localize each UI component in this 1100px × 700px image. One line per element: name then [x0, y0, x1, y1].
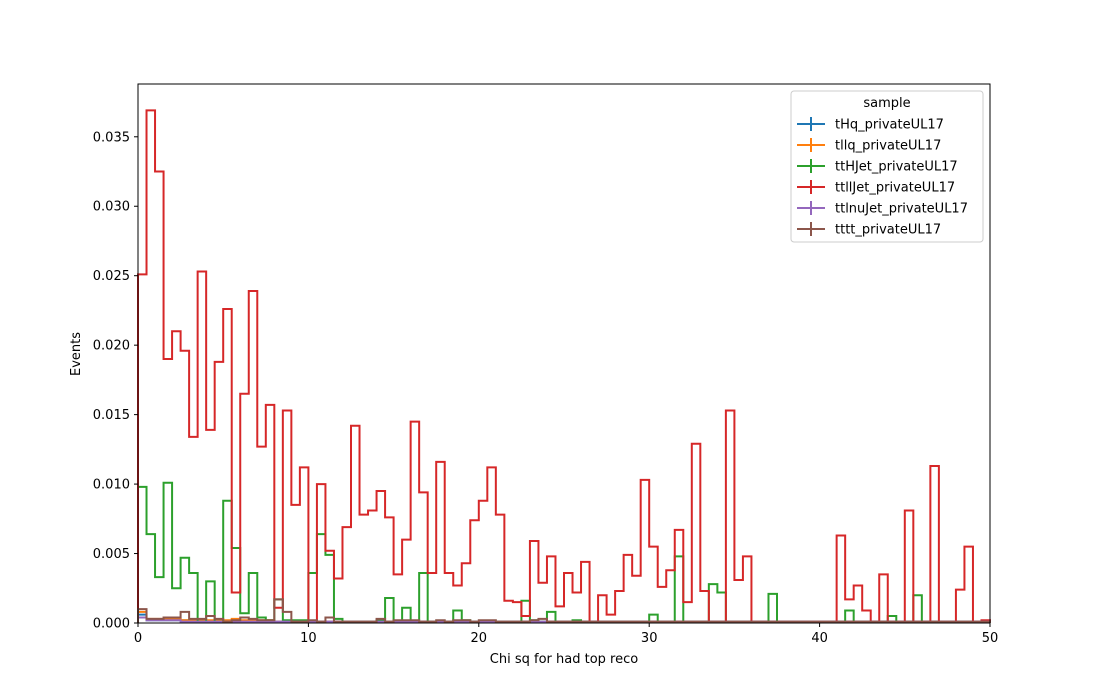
- series-ttllJet_privateUL17: [137, 109, 991, 623]
- x-tick-label: 50: [982, 631, 999, 646]
- legend-item: ttllJet_privateUL17: [797, 180, 955, 196]
- x-tick-label: 10: [300, 631, 317, 646]
- legend-label: tttt_privateUL17: [835, 223, 941, 238]
- legend-item: ttHJet_privateUL17: [797, 159, 958, 175]
- legend-label: ttllJet_privateUL17: [835, 181, 955, 196]
- y-tick-label: 0.015: [93, 408, 130, 423]
- legend-label: tllq_privateUL17: [835, 139, 941, 154]
- y-tick-label: 0.000: [93, 617, 130, 632]
- y-tick-label: 0.030: [93, 200, 130, 215]
- x-axis: 0 10 20 30 40 50: [134, 623, 998, 646]
- plot-frame: [137, 83, 991, 624]
- legend-item: tttt_privateUL17: [797, 222, 941, 238]
- y-tick-label: 0.010: [93, 478, 130, 493]
- x-axis-label: Chi sq for had top reco: [490, 652, 638, 667]
- legend-items: tHq_privateUL17 tllq_privateUL17 ttHJet_pr…: [797, 117, 968, 238]
- y-tick-label: 0.035: [93, 130, 130, 145]
- legend-label: ttHJet_privateUL17: [835, 160, 958, 175]
- series-layer: [137, 109, 991, 623]
- y-tick-label: 0.005: [93, 547, 130, 562]
- legend-label: tHq_privateUL17: [835, 118, 944, 133]
- x-tick-label: 40: [811, 631, 828, 646]
- legend-title: sample: [863, 96, 910, 111]
- legend-label: ttlnuJet_privateUL17: [835, 202, 968, 217]
- legend: sample tHq_privateUL17 tllq_privateUL17tt…: [790, 90, 984, 243]
- series-tttt_privateUL17: [137, 598, 991, 623]
- legend-box: [790, 90, 984, 243]
- y-axis-label: Events: [69, 332, 84, 376]
- x-tick-label: 20: [471, 631, 488, 646]
- x-tick-label: 30: [641, 631, 658, 646]
- legend-item: tHq_privateUL17: [797, 117, 944, 133]
- y-axis: 0.000 0.005 0.010 0.015 0.020 0.025 0.030 0.035: [93, 130, 138, 632]
- legend-item: tllq_privateUL17: [797, 138, 941, 154]
- legend-item: ttlnuJet_privateUL17: [797, 201, 968, 217]
- x-tick-label: 0: [134, 631, 142, 646]
- y-tick-label: 0.025: [93, 269, 130, 284]
- y-tick-label: 0.020: [93, 339, 130, 354]
